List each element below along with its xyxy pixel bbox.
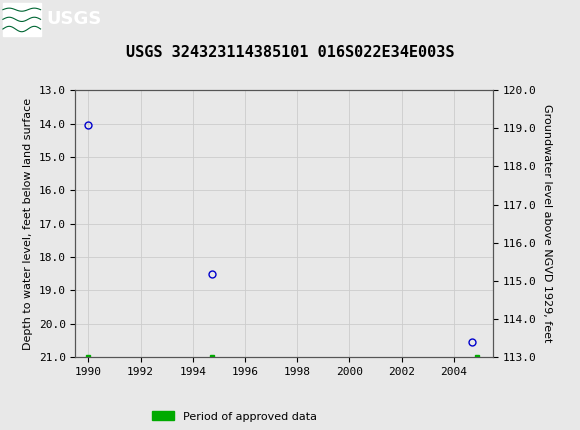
Bar (3, 3, 41, 36)
Y-axis label: Groundwater level above NGVD 1929, feet: Groundwater level above NGVD 1929, feet (542, 104, 552, 343)
Y-axis label: Depth to water level, feet below land surface: Depth to water level, feet below land su… (23, 98, 33, 350)
Text: USGS: USGS (46, 10, 102, 28)
Legend: Period of approved data: Period of approved data (147, 407, 321, 426)
Text: USGS 324323114385101 016S022E34E003S: USGS 324323114385101 016S022E34E003S (126, 45, 454, 60)
